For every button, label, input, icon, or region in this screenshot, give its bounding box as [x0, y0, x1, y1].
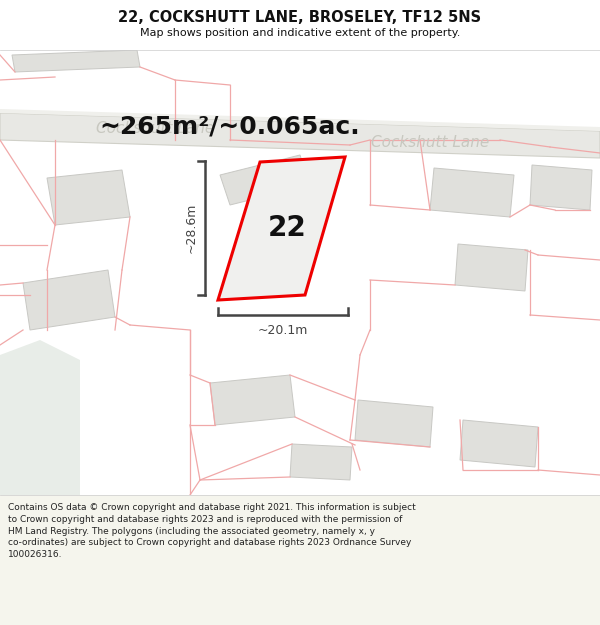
Text: Map shows position and indicative extent of the property.: Map shows position and indicative extent… [140, 28, 460, 38]
Text: Cockshutt Lane: Cockshutt Lane [96, 121, 214, 136]
Text: ~265m²/~0.065ac.: ~265m²/~0.065ac. [100, 115, 361, 139]
Polygon shape [0, 340, 80, 495]
Polygon shape [290, 444, 352, 480]
Text: 22: 22 [268, 214, 307, 243]
Polygon shape [220, 155, 310, 205]
Polygon shape [218, 157, 345, 300]
Polygon shape [47, 170, 130, 225]
Polygon shape [210, 375, 295, 425]
Bar [0, 495, 600, 625]
Polygon shape [23, 270, 115, 330]
Polygon shape [460, 420, 538, 467]
Polygon shape [530, 165, 592, 210]
Bar [0, 50, 600, 495]
Polygon shape [12, 50, 140, 72]
Text: ~28.6m: ~28.6m [185, 202, 197, 253]
Text: 22, COCKSHUTT LANE, BROSELEY, TF12 5NS: 22, COCKSHUTT LANE, BROSELEY, TF12 5NS [118, 9, 482, 24]
Polygon shape [430, 168, 514, 217]
Text: ~20.1m: ~20.1m [258, 324, 308, 338]
Polygon shape [0, 113, 600, 158]
Polygon shape [355, 400, 433, 447]
Text: Cockshutt Lane: Cockshutt Lane [371, 135, 489, 150]
Text: Contains OS data © Crown copyright and database right 2021. This information is : Contains OS data © Crown copyright and d… [8, 503, 416, 559]
Bar [0, 0, 600, 50]
Polygon shape [455, 244, 528, 291]
Polygon shape [0, 109, 600, 131]
